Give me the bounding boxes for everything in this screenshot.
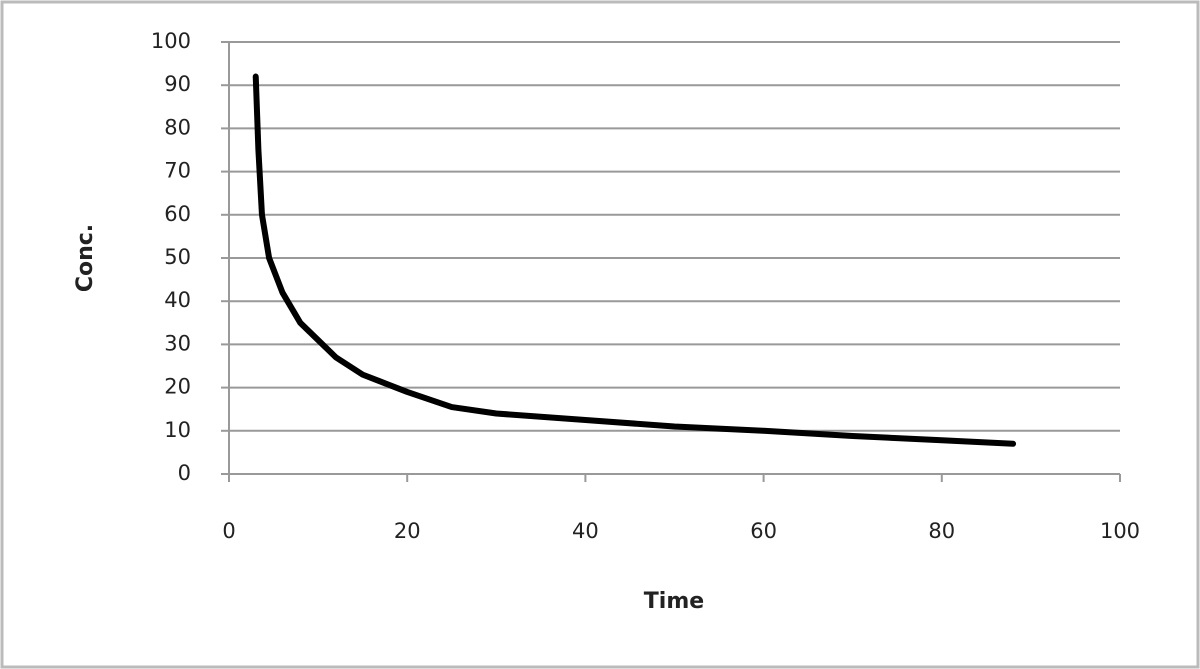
x-tick-label: 60 [750,519,777,543]
y-tick-label: 100 [151,29,191,53]
y-axis-title: Conc. [73,224,98,292]
data-line [252,73,1017,447]
x-axis-title: Time [644,589,704,614]
x-tick-label: 0 [222,519,235,543]
y-tick-label: 40 [164,288,191,312]
x-tick-label: 20 [394,519,421,543]
y-tick-label: 90 [164,72,191,96]
y-tick-label: 80 [164,115,191,139]
y-tick-label: 10 [164,418,191,442]
x-tick-label: 40 [572,519,599,543]
y-tick-label: 50 [164,245,191,269]
y-tick-label: 60 [164,202,191,226]
x-tick-label: 100 [1100,519,1140,543]
y-tick-label: 30 [164,331,191,355]
y-tick-label: 20 [164,375,191,399]
y-tick-label: 70 [164,159,191,183]
x-tick-label: 80 [928,519,955,543]
y-tick-label: 0 [178,461,191,485]
